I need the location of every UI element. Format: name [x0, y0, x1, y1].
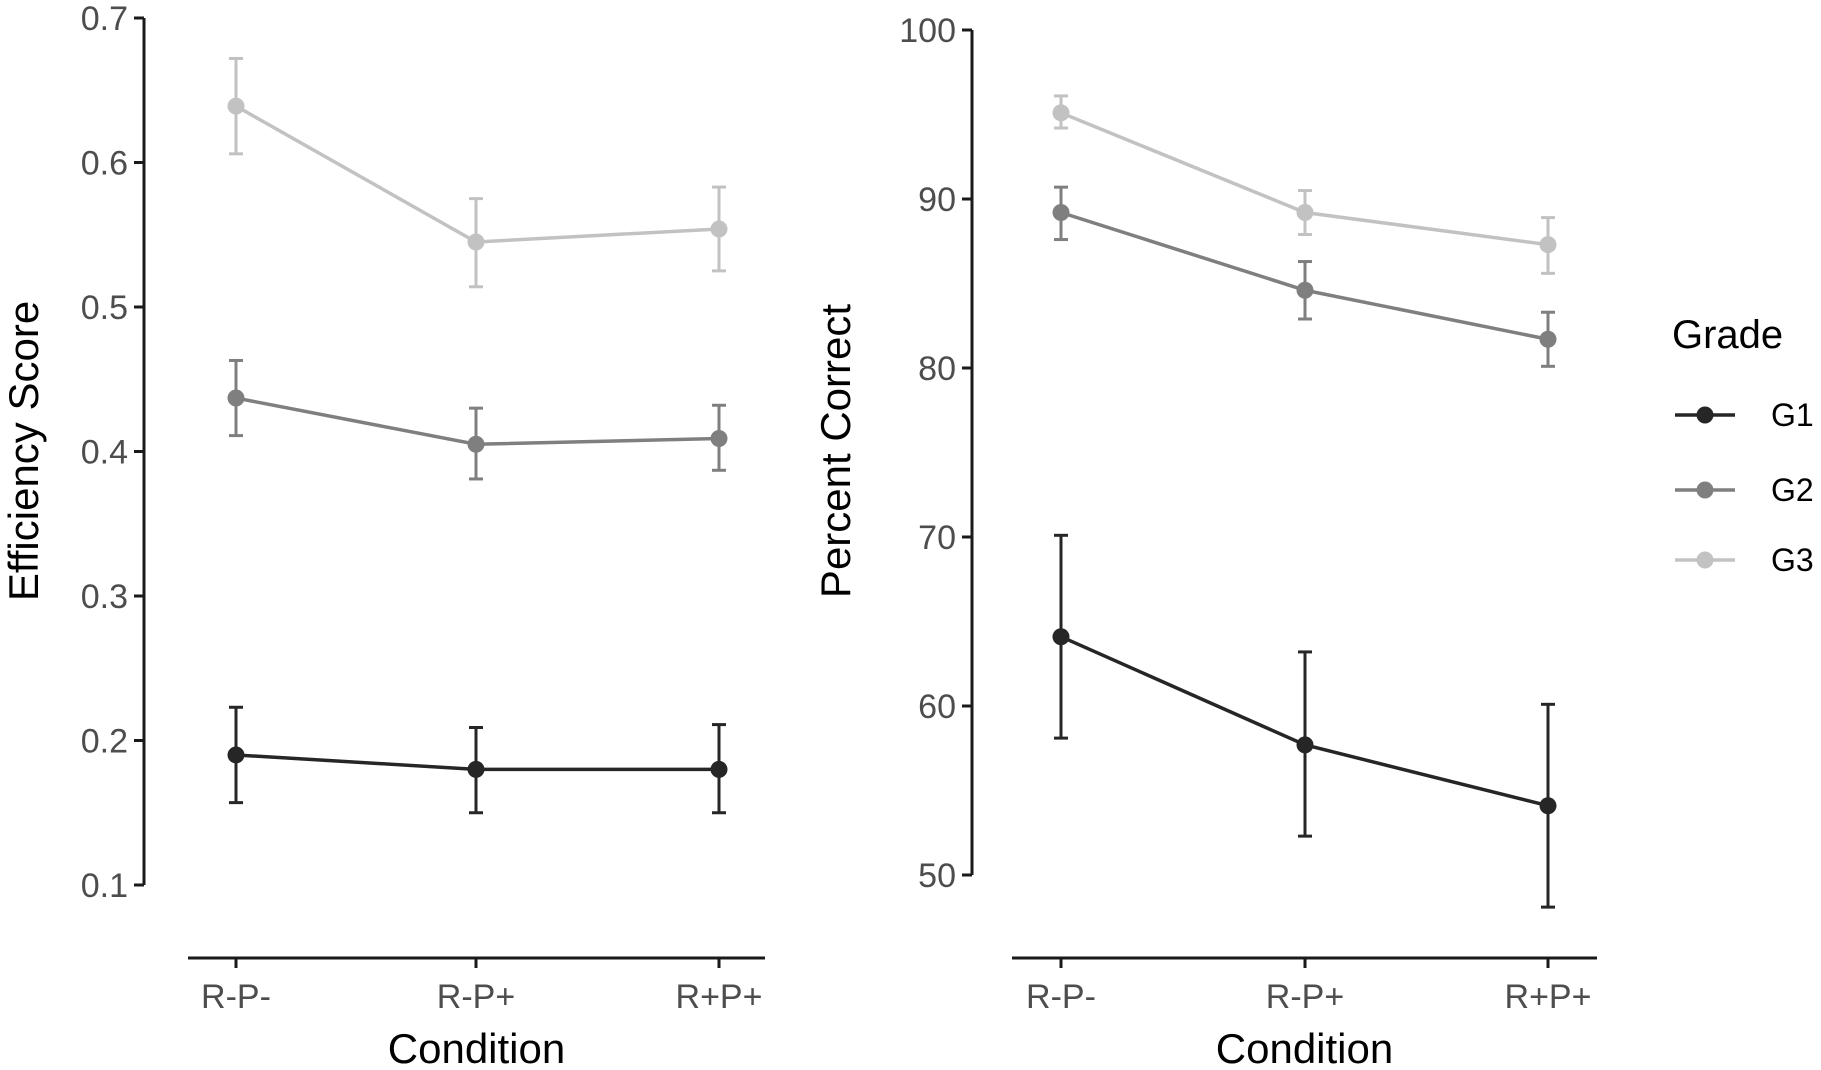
- data-point: [227, 389, 245, 407]
- x-tick-label: R+P+: [1505, 978, 1592, 1016]
- data-point: [1296, 204, 1314, 222]
- data-point: [467, 760, 485, 778]
- data-point: [1052, 204, 1070, 222]
- legend-label: G3: [1771, 542, 1814, 578]
- legend-key-point: [1696, 406, 1714, 424]
- series-g3: [227, 56, 728, 289]
- data-point: [710, 220, 728, 238]
- y-tick-label: 80: [918, 350, 956, 388]
- data-point: [227, 97, 245, 115]
- legend-item-g3: G3: [1675, 542, 1814, 578]
- x-tick-label: R-P+: [437, 978, 515, 1016]
- series-g3: [1052, 94, 1557, 275]
- percent-correct-panel: 50 60 70 80 90 100 R-P- R-P+ R+P+ Condition Percen…: [812, 12, 1597, 1070]
- y-tick-label: 0.7: [81, 0, 128, 38]
- series-g1: [227, 705, 728, 815]
- y-tick-label: 0.2: [81, 723, 128, 761]
- grade-legend: Grade G1 G2 G3: [1672, 313, 1814, 578]
- data-point: [1539, 797, 1557, 815]
- series-g2: [227, 358, 728, 481]
- legend-key-point: [1696, 481, 1714, 499]
- data-point: [1052, 104, 1070, 122]
- y-tick-label: 0.6: [81, 145, 128, 183]
- legend-item-g2: G2: [1675, 472, 1814, 508]
- legend-label: G2: [1771, 472, 1814, 508]
- data-point: [227, 746, 245, 764]
- x-tick-label: R-P-: [1026, 978, 1096, 1016]
- y-tick-label: 0.3: [81, 578, 128, 616]
- data-point: [467, 233, 485, 251]
- x-tick-label: R-P+: [1266, 978, 1344, 1016]
- legend-item-g1: G1: [1675, 397, 1814, 433]
- x-tick-label: R+P+: [676, 978, 763, 1016]
- data-point: [1052, 628, 1070, 646]
- data-point: [710, 429, 728, 447]
- y-axis-title: Efficiency Score: [0, 301, 47, 601]
- y-tick-label: 90: [918, 181, 956, 219]
- data-point: [467, 435, 485, 453]
- y-tick-label: 60: [918, 688, 956, 726]
- y-tick-label: 50: [918, 857, 956, 895]
- legend-key-point: [1696, 551, 1714, 569]
- data-point: [1296, 736, 1314, 754]
- x-axis-title: Condition: [1216, 1025, 1393, 1070]
- y-tick-label: 100: [899, 12, 956, 50]
- y-tick-label: 0.4: [81, 434, 128, 472]
- efficiency-score-panel: 0.1 0.2 0.3 0.4 0.5 0.6 0.7 R-P- R-P+ R+P+ Conditi…: [0, 0, 765, 1070]
- x-axis-title: Condition: [388, 1025, 565, 1070]
- y-axis-title: Percent Correct: [812, 304, 859, 598]
- data-point: [1296, 281, 1314, 299]
- series-g1: [1052, 533, 1557, 909]
- legend-title: Grade: [1672, 313, 1783, 357]
- x-tick-label: R-P-: [201, 978, 271, 1016]
- y-tick-label: 0.1: [81, 867, 128, 905]
- data-point: [710, 760, 728, 778]
- data-point: [1539, 330, 1557, 348]
- y-tick-label: 0.5: [81, 289, 128, 327]
- series-g2: [1052, 185, 1557, 368]
- y-tick-label: 70: [918, 519, 956, 557]
- legend-label: G1: [1771, 397, 1814, 433]
- data-point: [1539, 236, 1557, 254]
